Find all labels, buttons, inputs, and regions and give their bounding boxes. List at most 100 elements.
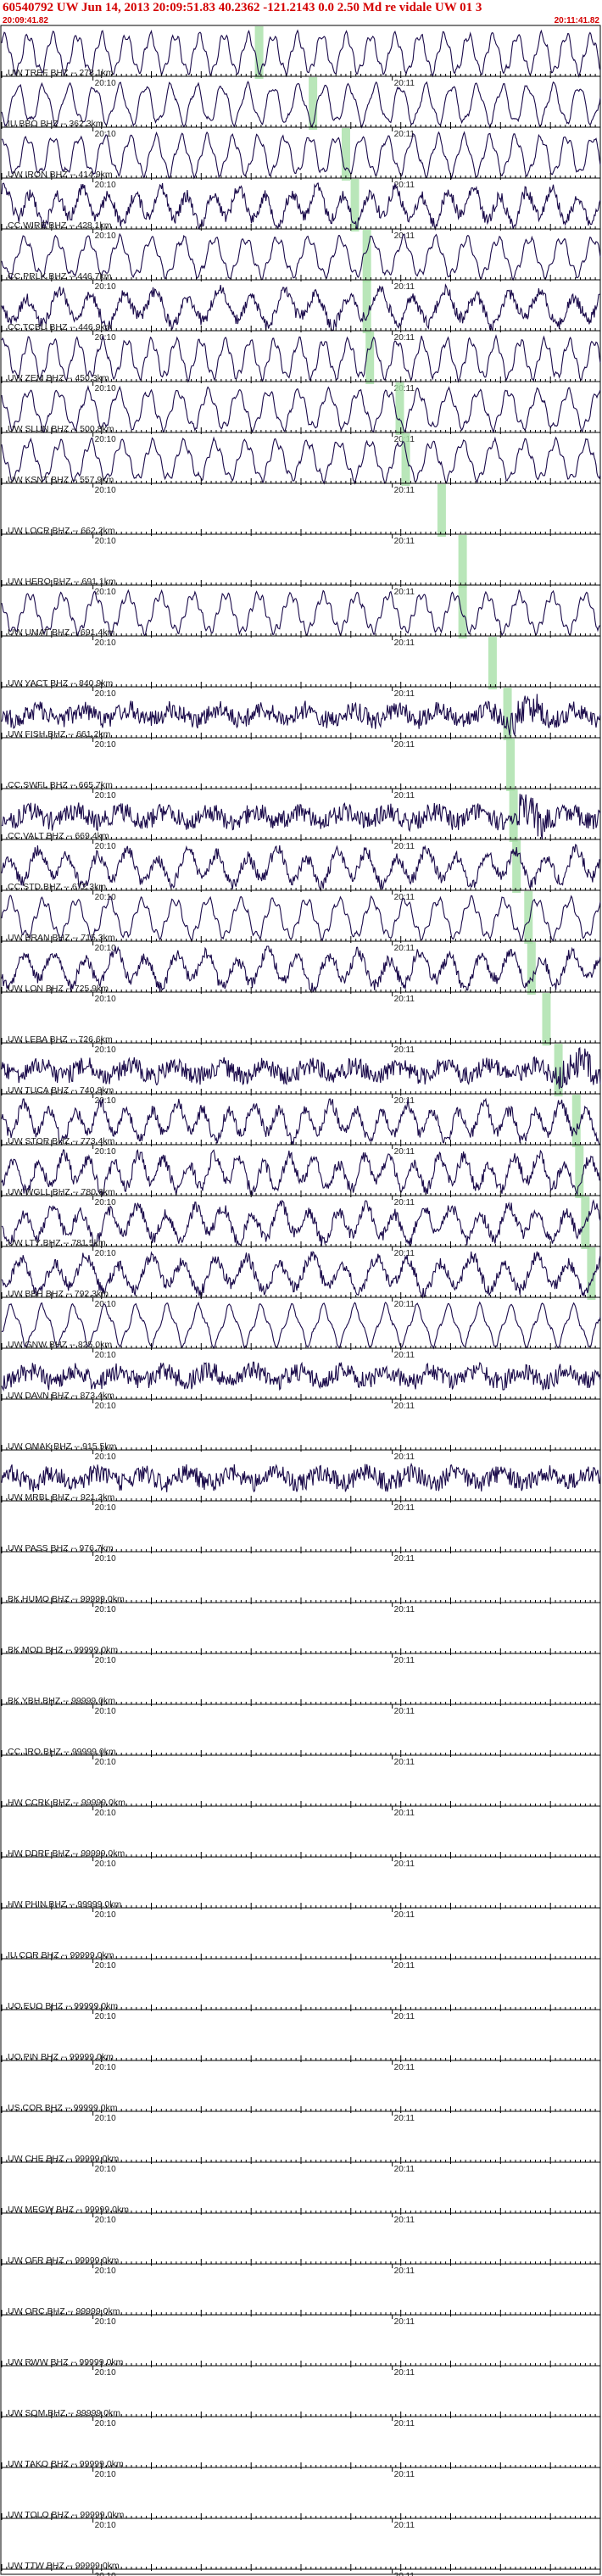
time-tick-label: 20:11 — [394, 588, 415, 597]
time-tick-label: 20:11 — [394, 1758, 415, 1767]
station-label: UW TREF BHZ -- 278.1km — [8, 68, 114, 78]
station-label: UW ZEM BHZ -- 450.3km — [8, 373, 109, 383]
start-time-label: 20:09:41.82 — [3, 16, 48, 25]
time-tick-label: 20:11 — [394, 1656, 415, 1665]
time-tick-label: 20:11 — [394, 893, 415, 902]
station-label: UW LEBA BHZ -- 726.6km — [8, 1034, 113, 1045]
station-label: BK HUMO BHZ -- 99999.0km — [8, 1594, 125, 1604]
time-tick-label: 20:10 — [95, 842, 116, 851]
station-label: UW UMAT BHZ -- 691.4km — [8, 627, 114, 638]
waveform-trace — [1, 81, 601, 129]
pick-marker — [503, 688, 512, 740]
waveform-trace — [1, 945, 601, 994]
station-label: UW HERO BHZ -- 691.1km — [8, 577, 116, 587]
time-tick-label: 20:10 — [95, 1605, 116, 1614]
station-label: UW LOCR BHZ -- 662.2km — [8, 526, 115, 536]
time-tick-label: 20:11 — [394, 486, 415, 495]
waveform-trace — [1, 794, 601, 839]
pick-marker — [365, 332, 375, 384]
time-tick-label: 20:10 — [95, 130, 116, 139]
time-tick-label: 20:11 — [394, 1707, 415, 1716]
waveform-trace — [1, 385, 601, 434]
pick-marker — [587, 1247, 596, 1300]
time-tick-label: 20:10 — [95, 1758, 116, 1767]
time-tick-label: 20:11 — [394, 740, 415, 750]
time-tick-label: 20:10 — [95, 791, 116, 800]
time-tick-label: 20:11 — [394, 1300, 415, 1309]
station-label: UW LON BHZ -- 725.9km — [8, 984, 109, 994]
waveform-trace — [1, 182, 601, 231]
time-tick-label: 20:10 — [95, 1860, 116, 1869]
time-tick-label: 20:10 — [95, 1809, 116, 1818]
time-tick-label: 20:10 — [95, 181, 116, 190]
pick-marker — [437, 484, 446, 537]
station-label: UW YACT BHZ -- 840.9km — [8, 678, 114, 689]
time-tick-label: 20:11 — [394, 1910, 415, 1920]
station-label: UW STOR BHZ -- 773.4km — [8, 1136, 115, 1146]
pick-marker — [575, 1146, 584, 1198]
time-tick-label: 20:11 — [394, 1198, 415, 1207]
pick-marker — [350, 179, 360, 231]
time-tick-label: 20:11 — [394, 1452, 415, 1462]
time-tick-label: 20:11 — [394, 1249, 415, 1258]
time-tick-label: 20:11 — [394, 689, 415, 699]
pick-marker — [527, 942, 536, 995]
station-label: UW BBH BHZ -- 792.3km — [8, 1289, 109, 1299]
time-tick-label: 20:10 — [95, 1249, 116, 1258]
time-tick-label: 20:11 — [394, 1860, 415, 1869]
time-tick-label: 20:11 — [394, 842, 415, 851]
pick-marker — [362, 281, 371, 333]
station-label: UW BRAN BHZ -- 715.3km — [8, 933, 115, 943]
time-tick-label: 20:11 — [394, 130, 415, 139]
pick-marker — [554, 1044, 563, 1096]
station-label: HW PHIN BHZ -- 99999.0km — [8, 1899, 121, 1910]
pick-marker — [458, 535, 467, 588]
time-tick-label: 20:11 — [394, 944, 415, 953]
waveform-trace — [1, 895, 601, 943]
time-tick-label: 20:10 — [95, 893, 116, 902]
time-tick-label: 20:11 — [394, 791, 415, 800]
pick-marker — [309, 77, 318, 130]
time-tick-label: 20:10 — [95, 638, 116, 648]
pick-marker — [509, 789, 518, 842]
time-tick-label: 20:11 — [394, 1147, 415, 1157]
time-tick-label: 20:10 — [95, 944, 116, 953]
pick-marker — [341, 128, 350, 181]
time-tick-label: 20:11 — [394, 282, 415, 292]
time-tick-label: 20:10 — [95, 1198, 116, 1207]
time-tick-label: 20:10 — [95, 231, 116, 241]
event-title: 60540792 UW Jun 14, 2013 20:09:51.83 40.… — [3, 1, 482, 14]
time-tick-label: 20:10 — [95, 435, 116, 444]
station-label: BK YBH BHZ -- 99999.0km — [8, 1696, 115, 1706]
station-label: CC WIRE BHZ -- 428.1km — [8, 220, 112, 231]
time-tick-label: 20:11 — [394, 995, 415, 1004]
waveform-trace — [1, 29, 601, 78]
time-tick-label: 20:10 — [95, 740, 116, 750]
time-tick-label: 20:11 — [394, 1351, 415, 1360]
station-label: UW TUCA BHZ -- 740.8km — [8, 1085, 114, 1096]
pick-marker — [458, 586, 467, 638]
time-tick-label: 20:10 — [95, 1961, 116, 1971]
waveform-trace — [1, 1361, 601, 1392]
time-tick-label: 20:11 — [394, 181, 415, 190]
station-label: UW KSNT BHZ -- 557.9km — [8, 475, 114, 485]
time-tick-label: 20:10 — [95, 1910, 116, 1920]
station-label: UW OMAK BHZ -- 915.5km — [8, 1441, 117, 1452]
waveform-trace — [1, 1251, 601, 1300]
waveform-trace — [1, 334, 601, 383]
time-tick-label: 20:11 — [394, 1809, 415, 1818]
waveform-trace — [1, 1199, 601, 1247]
time-tick-label: 20:11 — [394, 1554, 415, 1564]
station-label: UW MRBL BHZ -- 921.2km — [8, 1492, 114, 1503]
pick-marker — [488, 637, 497, 689]
waveform-trace — [1, 588, 601, 638]
time-tick-label: 20:10 — [95, 1452, 116, 1462]
time-tick-label: 20:11 — [394, 384, 415, 393]
time-tick-label: 20:10 — [95, 282, 116, 292]
time-tick-label: 20:10 — [95, 1096, 116, 1106]
time-tick-label: 20:10 — [95, 995, 116, 1004]
time-tick-label: 20:10 — [95, 486, 116, 495]
time-tick-label: 20:10 — [95, 1656, 116, 1665]
pick-marker — [362, 230, 371, 282]
time-tick-label: 20:11 — [394, 537, 415, 546]
